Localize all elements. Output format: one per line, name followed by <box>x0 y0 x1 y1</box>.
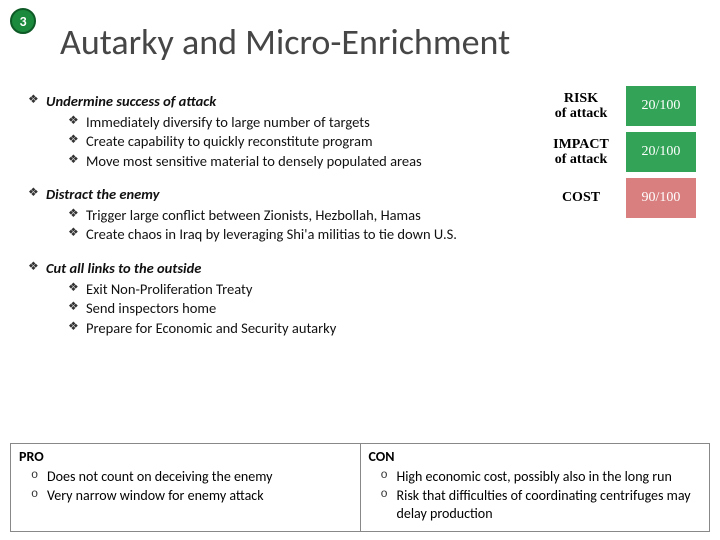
con-header: CON <box>369 448 702 465</box>
risk-row-impact: IMPACT of attack 20/100 <box>536 132 706 172</box>
risk-label: RISK of attack <box>536 86 626 126</box>
impact-label: IMPACT of attack <box>536 132 626 172</box>
slide-title: Autarky and Micro-Enrichment <box>60 20 510 64</box>
risk-value: 20/100 <box>626 86 696 126</box>
risk-score-table: RISK of attack 20/100 IMPACT of attack 2… <box>536 86 706 224</box>
bullet-2-text: Distract the enemy <box>46 185 160 203</box>
pro-column: PRO Does not count on deceiving the enem… <box>11 444 361 531</box>
impact-value: 20/100 <box>626 132 696 172</box>
pro-con-table: PRO Does not count on deceiving the enem… <box>10 443 710 532</box>
impact-label-top: IMPACT <box>553 137 609 152</box>
pro-item-1: Does not count on deceiving the enemy <box>31 468 352 486</box>
cost-label: COST <box>536 178 626 218</box>
slide-number-badge: 3 <box>10 8 36 34</box>
bullet-3-sub-3: Prepare for Economic and Security autark… <box>68 319 700 339</box>
risk-row-cost: COST 90/100 <box>536 178 706 218</box>
bullet-3: Cut all links to the outside Exit Non-Pr… <box>28 259 700 338</box>
slide-number: 3 <box>19 13 26 30</box>
risk-label-bot: of attack <box>555 106 608 121</box>
pro-header: PRO <box>19 448 352 465</box>
bullet-3-sub-1: Exit Non-Proliferation Treaty <box>68 280 700 300</box>
cost-label-top: COST <box>562 190 600 205</box>
bullet-3-sub-2: Send inspectors home <box>68 299 700 319</box>
con-column: CON High economic cost, possibly also in… <box>361 444 710 531</box>
bullet-2-sub-2: Create chaos in Iraq by leveraging Shi'a… <box>68 225 700 245</box>
impact-label-bot: of attack <box>555 152 608 167</box>
cost-value: 90/100 <box>626 178 696 218</box>
con-item-2: Risk that difficulties of coordinating c… <box>381 487 702 523</box>
pro-item-2: Very narrow window for enemy attack <box>31 487 352 505</box>
bullet-1-text: Undermine success of attack <box>46 92 216 110</box>
risk-label-top: RISK <box>564 91 598 106</box>
bullet-3-text: Cut all links to the outside <box>46 259 201 277</box>
con-item-1: High economic cost, possibly also in the… <box>381 468 702 486</box>
risk-row-risk: RISK of attack 20/100 <box>536 86 706 126</box>
